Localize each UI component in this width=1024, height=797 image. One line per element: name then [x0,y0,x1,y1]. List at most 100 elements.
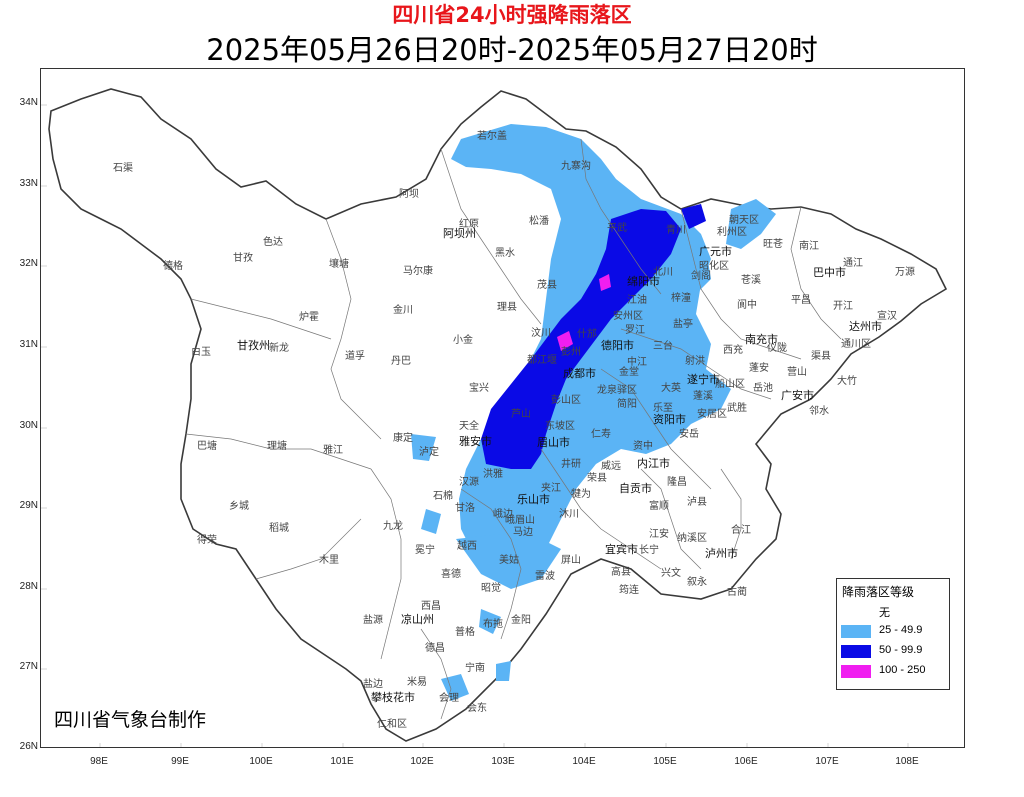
place-label: 井研 [561,459,581,470]
place-label: 阿坝州 [443,227,476,240]
place-label: 雅江 [323,445,343,456]
place-label: 炉霍 [299,312,319,323]
lat-tick: 34N [19,97,38,108]
place-label: 峨边 [493,509,513,520]
place-label: 安州区 [613,311,643,322]
place-label: 蓬溪 [693,391,713,402]
producer-credit: 四川省气象台制作 [54,709,207,731]
place-label: 安居区 [697,409,727,420]
place-label: 长宁 [639,545,659,556]
place-label: 资阳市 [653,413,686,426]
place-label: 壤塘 [329,259,349,270]
place-label: 大英 [661,383,681,394]
place-label: 都江堰 [527,355,557,366]
place-label: 船山区 [715,379,745,390]
place-label: 石渠 [113,163,133,174]
place-label: 德昌 [425,643,445,654]
place-label: 芦山 [511,409,531,420]
lon-tick: 100E [249,756,273,767]
place-label: 九寨沟 [561,161,591,172]
place-label: 北川 [653,267,673,278]
place-label: 泸县 [687,497,707,508]
place-label: 纳溪区 [677,533,707,544]
place-label: 德格 [163,261,183,272]
place-label: 宣汉 [877,311,897,322]
place-label: 剑阁 [691,271,711,282]
place-label: 兴文 [661,568,681,579]
lat-tick: 27N [19,661,38,672]
place-label: 犍为 [571,489,591,500]
lat-tick: 30N [19,420,38,431]
place-label: 昭化区 [699,261,729,272]
map-title: 四川省24小时强降雨落区 [392,3,632,27]
place-label: 合江 [731,525,751,536]
place-label: 南江 [799,241,819,252]
place-label: 安岳 [679,429,699,440]
lon-tick: 99E [171,756,189,767]
place-label: 通川区 [841,339,871,350]
place-label: 广元市 [699,245,732,258]
legend-title: 降雨落区等级 [842,585,915,599]
place-label: 巴中市 [813,266,846,279]
place-label: 松潘 [529,216,549,227]
place-label: 绵阳市 [627,275,660,288]
legend-item-100-250: 100 - 250 [841,663,947,679]
legend-item-50-99: 50 - 99.9 [841,643,947,659]
place-label: 荣县 [587,473,607,484]
place-label: 阿坝 [399,189,419,200]
lon-tick: 98E [90,756,108,767]
place-label: 射洪 [685,356,705,367]
place-label: 彭山区 [551,395,581,406]
place-label: 蓬安 [749,363,769,374]
place-label: 马边 [513,527,533,538]
lat-tick: 32N [19,258,38,269]
place-label: 康定 [393,433,413,444]
place-label: 理塘 [267,441,287,452]
place-label: 汶川 [531,328,551,339]
place-label: 江油 [627,295,647,306]
place-label: 甘孜 [233,253,253,264]
place-label: 甘洛 [455,503,475,514]
place-label: 简阳 [617,399,637,410]
map-legend: 降雨落区等级 无 25 - 49.9 50 - 99.9 100 - 250 [836,578,950,690]
place-label: 美姑 [499,555,519,566]
place-label: 平武 [607,223,627,234]
lon-tick: 107E [815,756,839,767]
place-label: 乡城 [229,501,249,512]
place-label: 色达 [263,237,283,248]
place-label: 宝兴 [469,383,489,394]
place-label: 米易 [407,677,427,688]
place-label: 阆中 [737,300,757,311]
place-label: 叙永 [687,577,707,588]
lat-tick: 26N [19,741,38,752]
place-label: 古蔺 [727,587,747,598]
place-label: 内江市 [637,457,670,470]
place-label: 金阳 [511,615,531,626]
place-label: 眉山市 [537,436,570,449]
lon-tick: 104E [572,756,596,767]
lat-tick: 28N [19,581,38,592]
place-label: 普格 [455,627,475,638]
place-label: 巴塘 [197,441,217,452]
place-label: 泸州市 [705,547,738,560]
legend-swatch [841,625,871,638]
legend-label: 无 [879,607,890,619]
place-label: 宜宾市 [605,543,638,556]
admin-boundaries [185,138,842,720]
place-label: 自贡市 [619,482,652,495]
place-label: 富顺 [649,501,669,512]
place-label: 仁寿 [591,429,611,440]
place-label: 万源 [895,267,915,278]
place-label: 达州市 [849,320,882,333]
place-label: 木里 [319,555,339,566]
place-label: 会理 [439,693,459,704]
place-label: 仪陇 [767,343,787,354]
place-label: 喜德 [441,569,461,580]
place-label: 成都市 [563,367,596,380]
place-label: 小金 [453,335,473,346]
place-label: 通江 [843,258,863,269]
lat-tick: 29N [19,500,38,511]
map-time-range: 2025年05月26日20时-2025年05月27日20时 [206,33,818,67]
place-label: 营山 [787,367,807,378]
place-label: 彭州 [561,347,581,358]
